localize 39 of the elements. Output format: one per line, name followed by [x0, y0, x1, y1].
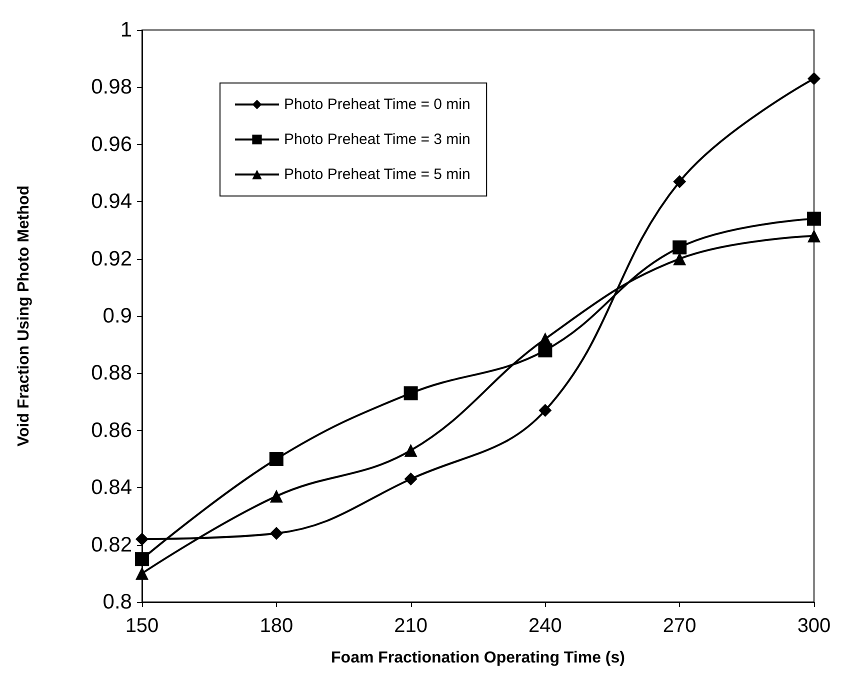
x-tick-label: 240 — [528, 615, 562, 637]
x-tick-label: 150 — [125, 615, 159, 637]
y-tick-label: 0.84 — [91, 476, 132, 500]
point — [270, 526, 283, 540]
y-tick-label: 1 — [120, 18, 132, 42]
point — [673, 252, 686, 266]
x-tick-label: 270 — [662, 615, 696, 637]
point — [808, 229, 820, 242]
legend-label: Photo Preheat Time = 5 min — [284, 166, 470, 183]
point — [404, 472, 418, 486]
point — [538, 332, 552, 346]
point — [672, 240, 687, 254]
y-axis-title: Void Fraction Using Photo Method — [16, 185, 32, 447]
y-tick-label: 0.94 — [91, 190, 132, 214]
point — [136, 532, 148, 546]
x-tick-label: 180 — [260, 615, 294, 637]
point — [808, 72, 820, 86]
y-tick-label: 0.9 — [102, 304, 132, 328]
y-tick-label: 0.88 — [91, 362, 132, 385]
point — [135, 552, 149, 566]
legend-label: Photo Preheat Time = 3 min — [284, 131, 470, 148]
point — [807, 212, 821, 226]
point — [136, 566, 148, 580]
point — [538, 404, 552, 417]
y-tick-label: 0.82 — [91, 533, 132, 556]
y-tick-label: 0.86 — [91, 418, 132, 442]
x-tick-label: 210 — [394, 615, 428, 637]
x-tick-label: 300 — [797, 615, 831, 637]
legend-label: Photo Preheat Time = 0 min — [284, 96, 470, 113]
x-axis-title: Foam Fractionation Operating Time (s) — [331, 650, 625, 666]
point — [404, 444, 418, 457]
point — [269, 452, 284, 466]
y-tick-label: 0.96 — [91, 132, 132, 156]
point — [673, 175, 686, 188]
y-tick-label: 0.98 — [91, 76, 132, 99]
y-tick-label: 0.8 — [102, 590, 132, 614]
point — [404, 386, 418, 400]
y-tick-label: 0.92 — [91, 247, 132, 270]
point — [270, 490, 283, 503]
